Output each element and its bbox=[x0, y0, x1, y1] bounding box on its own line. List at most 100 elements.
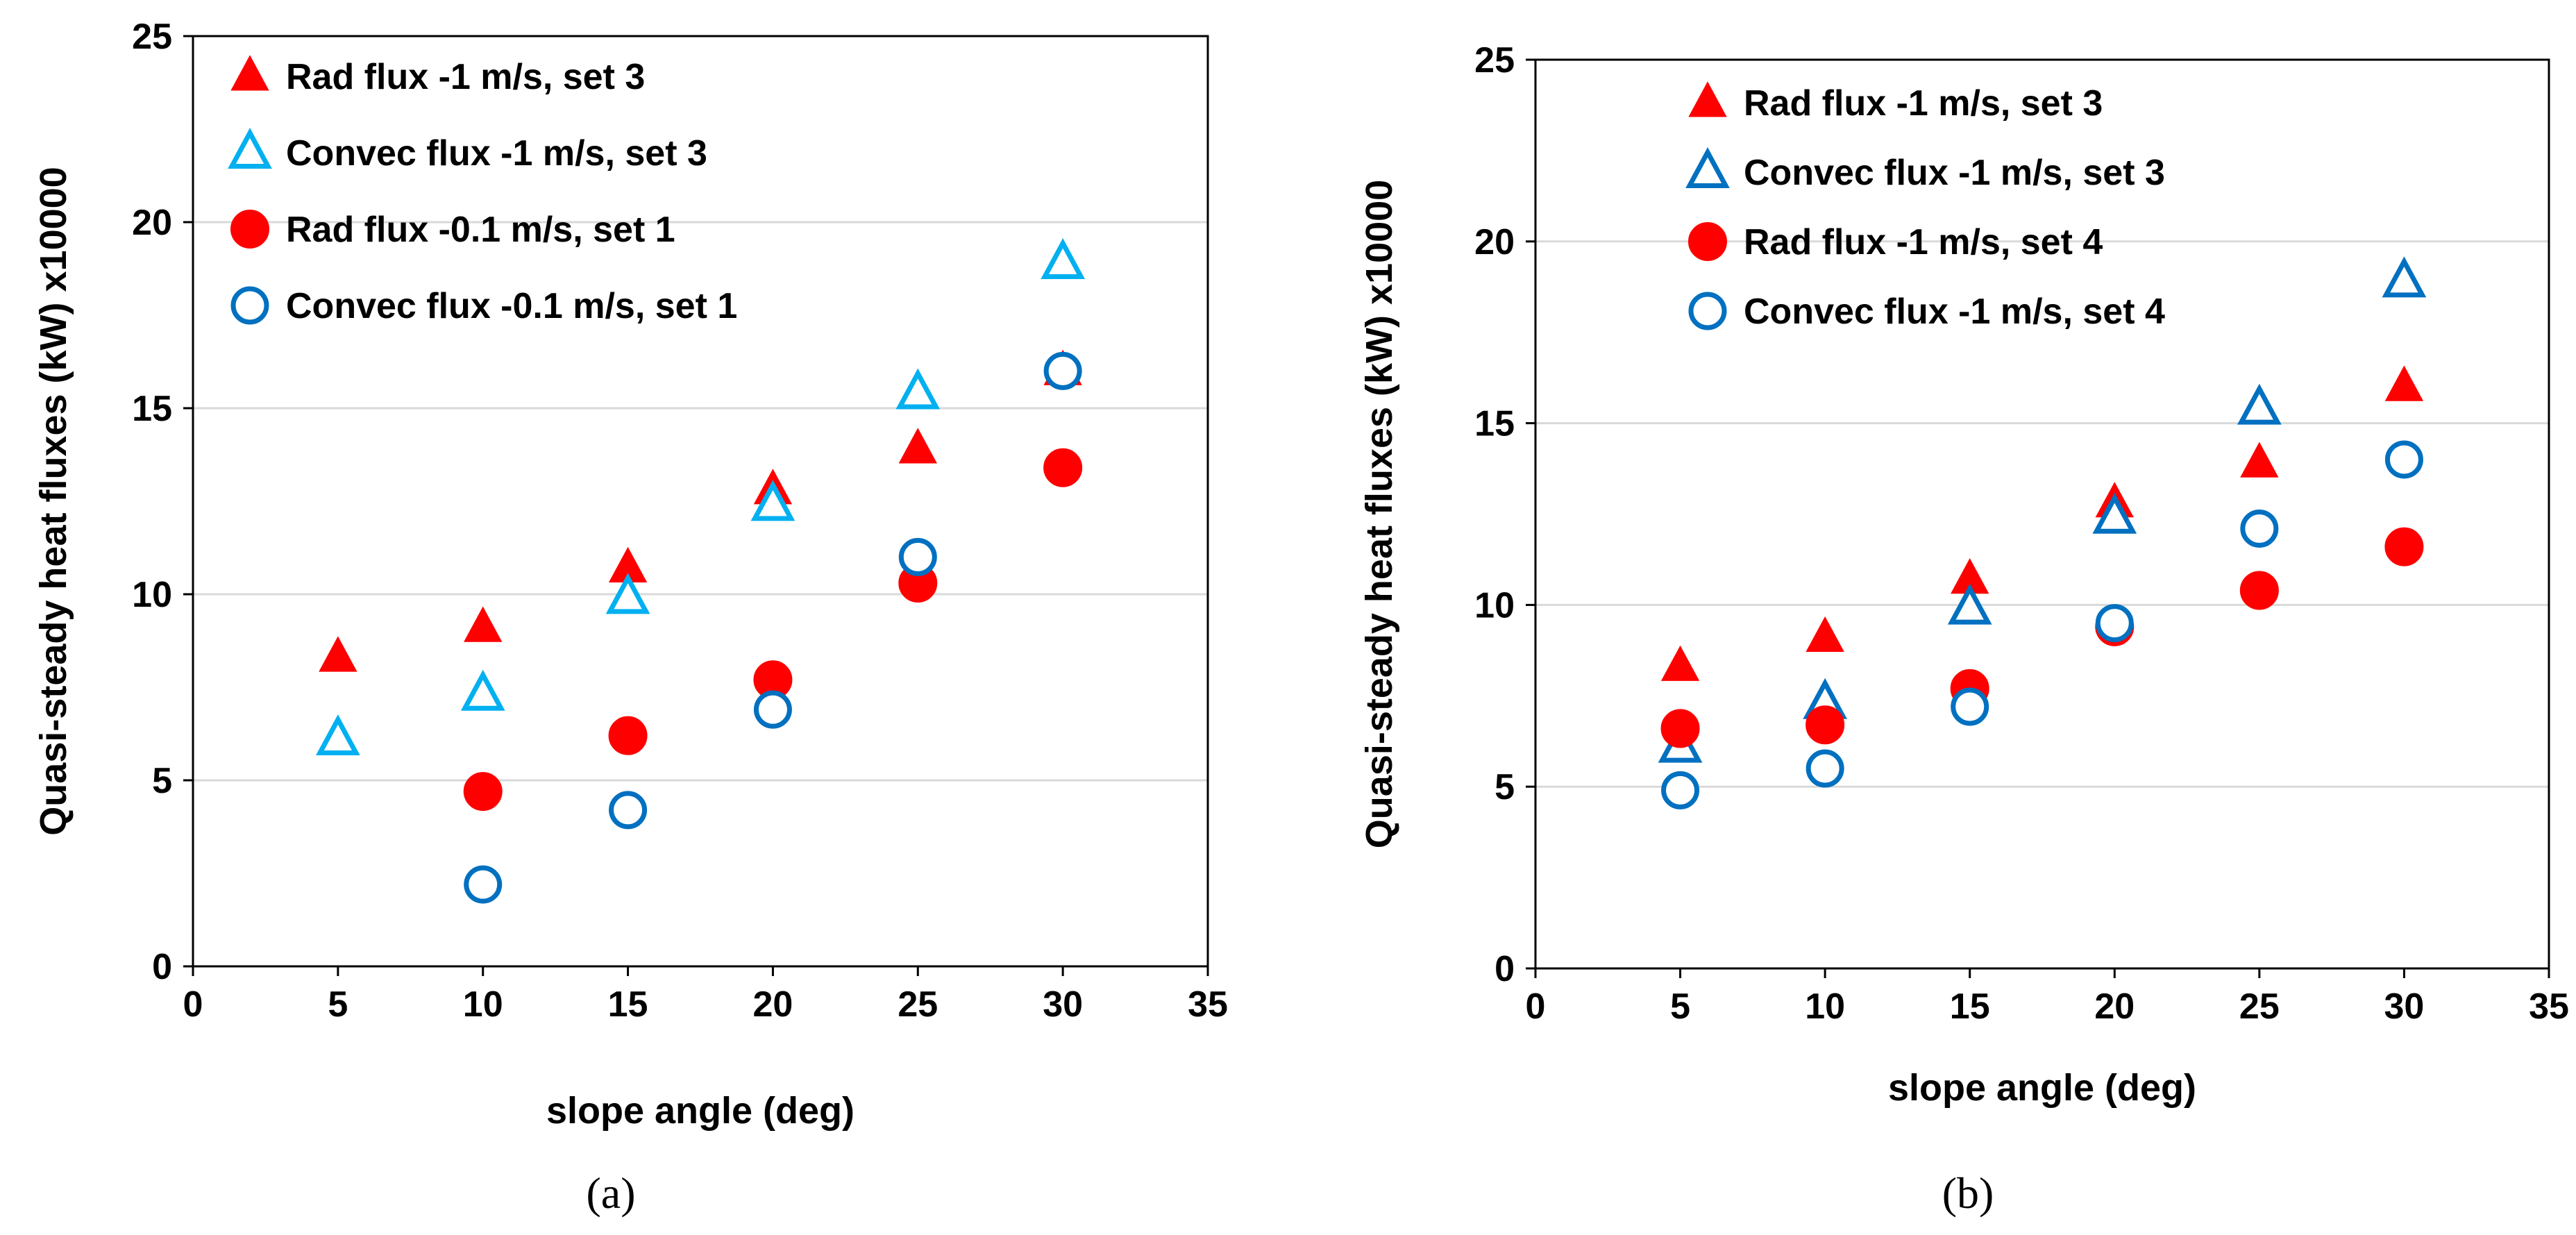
y-tick-label: 0 bbox=[1495, 949, 1515, 989]
data-point bbox=[753, 690, 792, 729]
data-point bbox=[319, 636, 357, 672]
y-tick-label: 10 bbox=[132, 575, 172, 615]
data-point bbox=[1043, 351, 1082, 390]
data-point bbox=[609, 791, 648, 830]
panel-label: (a) bbox=[586, 1168, 635, 1218]
legend-label: Rad flux -1 m/s, set 3 bbox=[286, 57, 645, 97]
data-point bbox=[1805, 749, 1844, 788]
legend-label: Convec flux -1 m/s, set 3 bbox=[1744, 153, 2165, 193]
data-point bbox=[2240, 442, 2279, 478]
x-tick-label: 15 bbox=[1950, 986, 1990, 1027]
data-point bbox=[1043, 448, 1083, 487]
data-point bbox=[2382, 256, 2427, 298]
y-tick-label: 5 bbox=[1495, 767, 1515, 807]
x-tick-label: 0 bbox=[183, 984, 203, 1025]
legend-label: Convec flux -0.1 m/s, set 1 bbox=[286, 286, 737, 326]
x-tick-label: 25 bbox=[898, 984, 938, 1025]
data-point bbox=[1805, 705, 1845, 745]
panel-label: (b) bbox=[1942, 1168, 1994, 1218]
data-point bbox=[2384, 440, 2423, 479]
data-point bbox=[1660, 709, 1700, 748]
data-point bbox=[1660, 645, 1700, 681]
y-tick-label: 5 bbox=[152, 761, 172, 801]
data-point bbox=[1951, 687, 1989, 726]
x-tick-label: 5 bbox=[328, 984, 348, 1025]
data-point bbox=[608, 716, 648, 755]
y-axis-label: Quasi-steady heat fluxes (kW) x10000 bbox=[1358, 180, 1400, 848]
legend-label: Rad flux -0.1 m/s, set 1 bbox=[286, 210, 675, 250]
x-tick-label: 10 bbox=[1805, 986, 1845, 1027]
series-4 bbox=[1661, 440, 2423, 809]
data-point bbox=[2384, 527, 2424, 566]
data-point bbox=[895, 368, 941, 410]
data-point bbox=[750, 480, 795, 521]
data-point bbox=[464, 865, 503, 904]
legend-marker bbox=[230, 55, 269, 91]
x-tick-label: 30 bbox=[1043, 984, 1083, 1025]
x-axis-label: slope angle (deg) bbox=[546, 1090, 855, 1132]
legend: Rad flux -1 m/s, set 3 Convec flux -1 m/s… bbox=[228, 55, 737, 326]
x-tick-label: 0 bbox=[1526, 986, 1546, 1027]
y-tick-label: 20 bbox=[132, 203, 172, 243]
series-4 bbox=[464, 351, 1082, 904]
legend-marker bbox=[1688, 222, 1727, 261]
data-point bbox=[1041, 237, 1086, 279]
data-point bbox=[898, 537, 937, 576]
y-tick-label: 25 bbox=[1474, 40, 1515, 81]
legend-marker bbox=[230, 286, 269, 325]
y-tick-label: 10 bbox=[1474, 585, 1515, 625]
series-3 bbox=[1660, 527, 2424, 748]
legend-label: Rad flux -1 m/s, set 4 bbox=[1744, 222, 2103, 262]
x-tick-label: 30 bbox=[2384, 986, 2425, 1027]
x-tick-label: 20 bbox=[2094, 986, 2135, 1027]
legend-marker bbox=[1688, 292, 1727, 330]
data-point bbox=[1805, 616, 1844, 653]
data-point bbox=[2095, 604, 2134, 643]
chart-panel-b: 0 5 10 15 20 25 0 5 10 15 20 25 30 35 slope angle (deg… bbox=[1358, 40, 2569, 1218]
x-tick-label: 15 bbox=[608, 984, 648, 1025]
data-point bbox=[463, 772, 503, 812]
series-1 bbox=[1660, 365, 2424, 681]
x-tick-label: 25 bbox=[2239, 986, 2280, 1027]
data-point bbox=[2384, 365, 2424, 401]
data-point bbox=[464, 606, 503, 642]
y-tick-label: 20 bbox=[1474, 222, 1515, 262]
x-axis-label: slope angle (deg) bbox=[1888, 1067, 2196, 1109]
y-tick-label: 25 bbox=[132, 17, 172, 57]
plot-frame bbox=[1534, 58, 2550, 970]
x-tick-label: 20 bbox=[753, 984, 793, 1025]
y-tick-label: 0 bbox=[152, 947, 172, 987]
legend-marker bbox=[228, 128, 272, 169]
data-point bbox=[1947, 583, 1992, 625]
data-point bbox=[2240, 509, 2279, 548]
y-axis-label: Quasi-steady heat fluxes (kW) x10000 bbox=[33, 167, 74, 835]
legend-marker bbox=[230, 210, 269, 249]
legend-label: Convec flux -1 m/s, set 3 bbox=[286, 133, 707, 174]
x-tick-label: 35 bbox=[1188, 984, 1228, 1025]
data-point bbox=[898, 428, 937, 464]
series-2 bbox=[1658, 256, 2427, 763]
data-point bbox=[605, 573, 650, 614]
series-1 bbox=[319, 349, 1082, 672]
series-3 bbox=[463, 448, 1083, 812]
legend: Rad flux -1 m/s, set 3 Convec flux -1 m/s… bbox=[1685, 81, 2165, 332]
y-tick-label: 15 bbox=[132, 389, 172, 429]
series-2 bbox=[315, 237, 1086, 756]
plot-frame bbox=[192, 35, 1209, 968]
y-tick-label: 15 bbox=[1474, 404, 1515, 444]
chart-panel-a: 0 5 10 15 20 25 0 5 10 15 20 25 30 35 slope angle (deg… bbox=[33, 17, 1228, 1218]
data-point bbox=[460, 669, 505, 711]
data-point bbox=[1661, 771, 1700, 809]
legend-marker bbox=[1688, 81, 1727, 117]
data-point bbox=[2092, 492, 2137, 534]
data-point bbox=[2237, 383, 2282, 425]
data-point bbox=[315, 714, 360, 756]
x-tick-label: 5 bbox=[1670, 986, 1690, 1027]
x-tick-label: 35 bbox=[2529, 986, 2569, 1027]
legend-label: Rad flux -1 m/s, set 3 bbox=[1744, 83, 2103, 124]
legend-marker bbox=[1685, 147, 1730, 188]
data-point bbox=[2239, 571, 2279, 610]
legend-label: Convec flux -1 m/s, set 4 bbox=[1744, 292, 2165, 332]
x-tick-label: 10 bbox=[463, 984, 503, 1025]
